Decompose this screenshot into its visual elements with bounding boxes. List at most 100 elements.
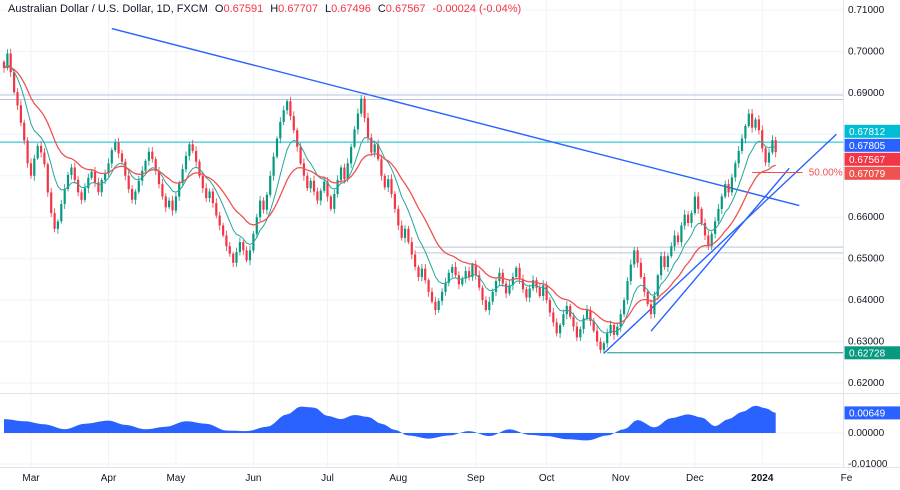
candle-body: [673, 235, 676, 247]
candle-body: [478, 275, 481, 288]
price-tag-label: 0.67567: [849, 155, 886, 166]
candle-body: [33, 158, 36, 176]
price-tick[interactable]: 0.64000: [848, 295, 885, 306]
candle-body: [579, 329, 582, 338]
candle-body: [612, 325, 616, 335]
candle-body: [296, 130, 299, 147]
price-tick[interactable]: 0.69000: [848, 88, 885, 99]
candle-body: [444, 282, 447, 292]
candle-body: [464, 271, 467, 279]
candle-body: [720, 196, 723, 209]
candle-body: [471, 264, 474, 277]
candle-body: [417, 267, 420, 277]
candle-body: [208, 191, 211, 199]
candle-body: [663, 256, 666, 267]
time-label-Jun[interactable]: Jun: [245, 473, 261, 484]
change-value: -0.00024 (-0.04%): [432, 3, 522, 15]
candle-body: [724, 184, 727, 197]
candle-body: [269, 175, 272, 195]
candle-body: [559, 325, 562, 334]
candle-body: [697, 196, 700, 209]
time-label-Jul[interactable]: Jul: [321, 473, 334, 484]
candle-body: [329, 196, 332, 209]
symbol-title[interactable]: Australian Dollar / U.S. Dollar, 1D, FXC…: [8, 3, 208, 15]
candle-body: [134, 191, 137, 200]
ascending-trendline-1[interactable]: [603, 133, 837, 354]
price-tag-label: 0.00649: [849, 408, 886, 419]
time-label-Sep[interactable]: Sep: [467, 473, 485, 484]
candle-body: [626, 281, 629, 301]
price-tick[interactable]: 0.71000: [848, 5, 885, 16]
ascending-trendline-2[interactable]: [650, 167, 790, 332]
time-label-Mar[interactable]: Mar: [22, 473, 40, 484]
descending-trendline[interactable]: [111, 27, 800, 207]
candle-body: [606, 333, 609, 344]
candle-body: [518, 267, 521, 280]
candle-body: [717, 208, 720, 222]
price-tick[interactable]: 0.65000: [848, 254, 885, 265]
open-label: O: [214, 3, 224, 15]
symbol-legend[interactable]: Australian Dollar / U.S. Dollar, 1D, FXC…: [8, 3, 521, 15]
candle-body: [232, 253, 235, 263]
candle-body: [326, 181, 329, 197]
candle-body: [90, 171, 93, 178]
time-label-Nov[interactable]: Nov: [612, 473, 630, 484]
candle-body: [403, 228, 407, 238]
candle-body: [66, 174, 70, 189]
low-value: 0.67496: [331, 3, 371, 15]
price-tag-bg: [844, 346, 900, 360]
candle-body: [727, 184, 730, 193]
candle-body: [474, 264, 477, 276]
price-tick[interactable]: 0.62000: [848, 378, 885, 389]
candle-body: [545, 285, 548, 301]
candle-body: [248, 250, 252, 261]
ma-slow[interactable]: [3, 66, 776, 325]
time-label-Oct[interactable]: Oct: [539, 473, 555, 484]
indicator-tick[interactable]: 0.00000: [848, 428, 885, 439]
candle-body: [441, 291, 444, 301]
candle-body: [50, 192, 53, 214]
indicator-tick[interactable]: -0.01000: [848, 459, 888, 470]
candle-body: [259, 200, 262, 218]
candle-body: [488, 301, 491, 311]
time-label-Aug[interactable]: Aug: [389, 473, 407, 484]
candle-body: [141, 170, 144, 181]
candle-body: [505, 283, 508, 294]
candle-body: [9, 53, 12, 73]
open-value: 0.67591: [223, 3, 264, 15]
candle-body: [154, 159, 157, 171]
fib-50-label: 50.00%: [809, 168, 843, 179]
price-tag-label: 0.67812: [849, 127, 886, 138]
time-label-2024[interactable]: 2024: [751, 473, 774, 484]
price-tick[interactable]: 0.66000: [848, 212, 885, 223]
candle-body: [387, 179, 390, 188]
time-label-Apr[interactable]: Apr: [101, 473, 117, 484]
candle-body: [690, 213, 693, 223]
price-tick[interactable]: 0.70000: [848, 46, 885, 57]
candle-body: [740, 138, 744, 151]
candle-body: [235, 252, 238, 263]
candle-body: [703, 223, 707, 236]
candle-body: [383, 175, 386, 188]
ma-fast[interactable]: [3, 64, 776, 334]
candle-body: [596, 330, 599, 342]
candle-body: [104, 173, 107, 180]
candle-body: [144, 160, 147, 171]
candle-body: [272, 156, 275, 176]
candle-body: [339, 167, 343, 180]
time-label-Dec[interactable]: Dec: [686, 473, 704, 484]
candle-body: [687, 214, 690, 223]
candle-body: [437, 300, 440, 310]
candle-body: [356, 113, 359, 130]
price-tick[interactable]: 0.63000: [848, 337, 885, 348]
candle-body: [46, 164, 49, 193]
time-label-Fe[interactable]: Fe: [841, 473, 853, 484]
candle-body: [157, 170, 161, 185]
candle-body: [40, 145, 43, 153]
candle-body: [633, 250, 636, 265]
time-label-May[interactable]: May: [166, 473, 185, 484]
candle-body: [747, 113, 750, 126]
candle-body: [56, 221, 59, 229]
candle-body: [714, 221, 717, 234]
